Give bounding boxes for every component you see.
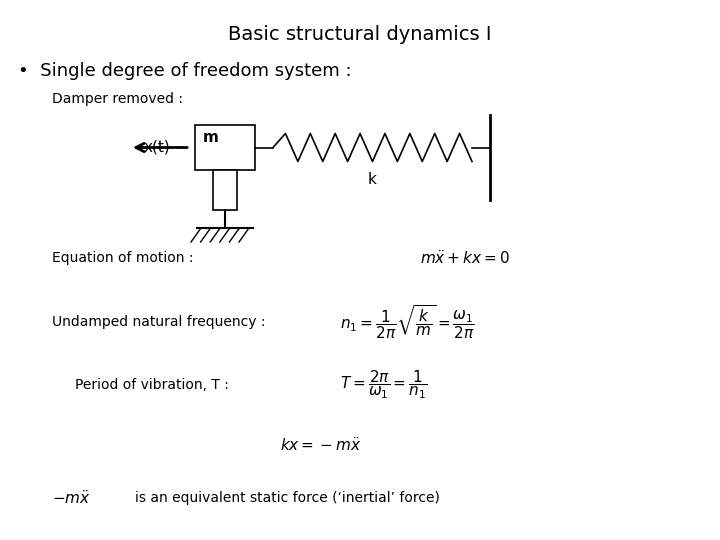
Text: $kx = -m\ddot{x}$: $kx = -m\ddot{x}$ [280,436,361,454]
Bar [213,170,237,210]
Text: x(t): x(t) [143,140,170,155]
Text: is an equivalent static force (‘inertial’ force): is an equivalent static force (‘inertial… [135,491,440,505]
Text: $m\ddot{x} + kx = 0$: $m\ddot{x} + kx = 0$ [420,249,510,267]
Text: Damper removed :: Damper removed : [52,92,183,106]
Text: $-m\ddot{x}$: $-m\ddot{x}$ [52,489,91,507]
Text: Equation of motion :: Equation of motion : [52,251,194,265]
Text: •  Single degree of freedom system :: • Single degree of freedom system : [18,62,351,80]
Bar [195,125,255,170]
Text: $T = \dfrac{2\pi}{\omega_1} = \dfrac{1}{n_1}$: $T = \dfrac{2\pi}{\omega_1} = \dfrac{1}{… [340,369,428,401]
Text: $n_1 = \dfrac{1}{2\pi}\sqrt{\dfrac{k}{m}} = \dfrac{\omega_1}{2\pi}$: $n_1 = \dfrac{1}{2\pi}\sqrt{\dfrac{k}{m}… [340,303,475,341]
Text: Undamped natural frequency :: Undamped natural frequency : [52,315,266,329]
Text: Basic structural dynamics I: Basic structural dynamics I [228,25,492,44]
Text: k: k [368,172,377,187]
Text: m: m [203,130,219,145]
Text: Period of vibration, T :: Period of vibration, T : [75,378,229,392]
